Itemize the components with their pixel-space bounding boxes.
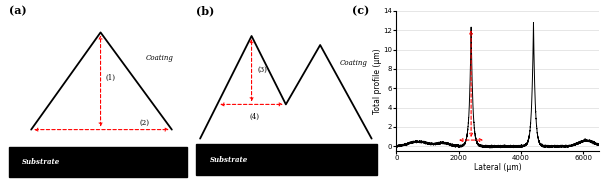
Bar	[8, 147, 187, 177]
Text: Coating: Coating	[339, 59, 367, 67]
Text: Substrate: Substrate	[209, 156, 248, 164]
Text: (a): (a)	[8, 5, 26, 16]
Text: (4): (4)	[250, 113, 260, 121]
Text: (c): (c)	[352, 5, 369, 16]
Text: (1): (1)	[105, 73, 115, 81]
Text: Substrate: Substrate	[22, 158, 60, 166]
Text: Coating: Coating	[146, 54, 174, 62]
Text: (2): (2)	[140, 118, 150, 126]
Text: (b): (b)	[196, 5, 215, 16]
Y-axis label: Total profile (μm): Total profile (μm)	[373, 48, 382, 114]
Text: (3): (3)	[257, 66, 267, 74]
X-axis label: Lateral (μm): Lateral (μm)	[474, 163, 522, 172]
Bar	[196, 144, 378, 175]
